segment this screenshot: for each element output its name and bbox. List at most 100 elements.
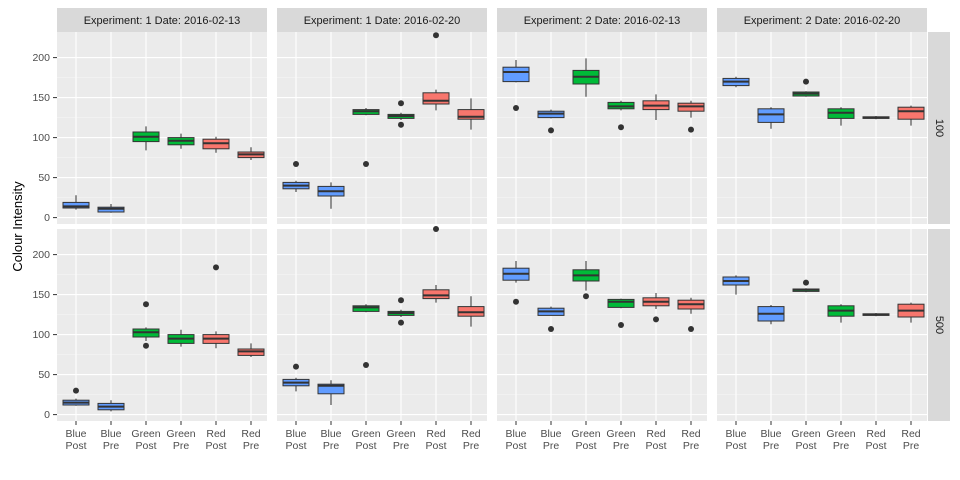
box-green-post <box>792 78 820 97</box>
x-tick-label-line2: Pre <box>103 440 120 452</box>
facet-strip-row-label: 100 <box>933 119 945 137</box>
box-blue-pre <box>97 204 125 213</box>
x-tick-label-line1: Green <box>791 428 820 440</box>
x-tick-label-line2: Pre <box>683 440 700 452</box>
box-green-pre <box>607 298 635 328</box>
x-tick-label-line1: Blue <box>65 428 86 440</box>
box-red-pre <box>897 302 925 323</box>
x-tick-label-line2: Pre <box>243 440 260 452</box>
outlier-point <box>398 297 404 304</box>
box-green-post <box>352 304 380 368</box>
panel-background <box>277 229 487 421</box>
outlier-point <box>583 293 589 300</box>
box-blue-post <box>502 261 530 305</box>
x-tick-label-line1: Red <box>901 428 920 440</box>
x-tick-label-line2: Pre <box>903 440 920 452</box>
box-green-pre <box>167 133 195 149</box>
outlier-point <box>143 301 149 308</box>
y-tick-label: 150 <box>32 92 50 104</box>
outlier-point <box>803 78 809 85</box>
outlier-point <box>513 105 519 111</box>
y-tick-label: 100 <box>32 329 50 341</box>
panel-background <box>717 32 927 224</box>
box-green-post <box>572 58 600 97</box>
box-body <box>897 106 925 120</box>
box-green-post <box>792 279 820 293</box>
x-tick-label-line1: Red <box>241 428 260 440</box>
facet-strip-column <box>277 8 487 32</box>
x-tick-label-line2: Post <box>425 440 446 452</box>
panel-background <box>277 32 487 224</box>
box-red-post <box>642 293 670 323</box>
outlier-point <box>293 161 299 167</box>
y-tick-label: 200 <box>32 249 50 261</box>
outlier-point <box>653 316 659 323</box>
x-tick-label-line1: Green <box>571 428 600 440</box>
x-tick-label-line1: Blue <box>320 428 341 440</box>
box-red-post <box>202 264 230 349</box>
x-tick-label-line2: Pre <box>833 440 850 452</box>
box-body <box>422 289 450 300</box>
x-tick-label-line2: Post <box>725 440 746 452</box>
x-tick-label-line1: Red <box>206 428 225 440</box>
facet-strip-column-label: Experiment: 1 Date: 2016-02-20 <box>304 15 461 27</box>
panel-background <box>497 229 707 421</box>
box-blue-pre <box>97 400 125 412</box>
box-body <box>757 108 785 123</box>
box-green-post <box>132 126 160 151</box>
box-blue-post <box>722 76 750 88</box>
x-tick-label-line1: Red <box>866 428 885 440</box>
facet-strip-column <box>57 8 267 32</box>
x-tick-label-line2: Post <box>355 440 376 452</box>
box-body <box>62 201 90 209</box>
box-red-post <box>202 136 230 153</box>
y-tick-label: 0 <box>44 409 50 421</box>
x-tick-label-line2: Pre <box>613 440 630 452</box>
box-blue-post <box>282 161 310 192</box>
outlier-point <box>73 387 79 394</box>
x-tick-label-line1: Green <box>351 428 380 440</box>
x-tick-label-line2: Pre <box>173 440 190 452</box>
panel-background <box>57 32 267 224</box>
box-red-post <box>862 313 890 317</box>
x-tick-label-line2: Post <box>285 440 306 452</box>
facet-strip-row-label: 500 <box>933 316 945 334</box>
x-tick-label-line1: Green <box>166 428 195 440</box>
box-green-pre <box>827 107 855 126</box>
box-blue-pre <box>537 109 565 134</box>
facet-panel <box>277 32 487 224</box>
box-red-pre <box>237 343 265 357</box>
box-blue-post <box>62 195 90 210</box>
facet-strip-column-label: Experiment: 2 Date: 2016-02-13 <box>524 15 681 27</box>
box-red-pre <box>677 100 705 133</box>
x-tick-label-line2: Post <box>505 440 526 452</box>
y-tick-label: 200 <box>32 52 50 64</box>
y-tick-label: 150 <box>32 289 50 301</box>
outlier-point <box>548 326 554 332</box>
box-body <box>422 92 450 105</box>
x-tick-label-line1: Green <box>386 428 415 440</box>
box-red-post <box>862 116 890 120</box>
outlier-point <box>398 319 404 326</box>
x-tick-label-line2: Post <box>65 440 86 452</box>
box-body <box>352 305 380 312</box>
facet-panel <box>717 229 927 421</box>
y-tick-label: 0 <box>44 212 50 224</box>
box-red-pre <box>237 147 265 160</box>
x-tick-label-line1: Blue <box>100 428 121 440</box>
outlier-point <box>293 363 299 370</box>
box-body <box>607 298 635 308</box>
x-tick-label-line2: Post <box>135 440 156 452</box>
box-body <box>317 383 345 395</box>
outlier-point <box>618 124 624 131</box>
outlier-point <box>363 362 369 368</box>
y-axis-title: Colour Intensity <box>10 181 25 272</box>
box-body <box>502 66 530 83</box>
x-tick-label-line2: Post <box>205 440 226 452</box>
outlier-point <box>213 264 219 271</box>
box-red-post <box>422 226 450 303</box>
box-green-pre <box>607 100 635 131</box>
box-red-post <box>422 32 450 111</box>
x-tick-label-line2: Post <box>795 440 816 452</box>
